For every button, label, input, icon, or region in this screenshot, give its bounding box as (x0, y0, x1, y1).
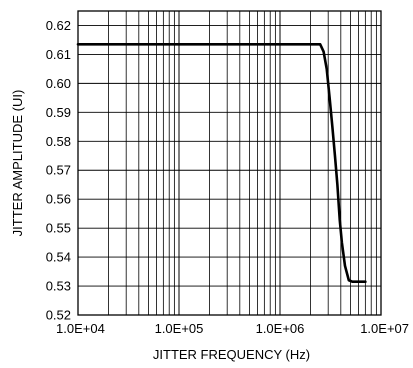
y-tick-label: 0.56 (46, 192, 71, 207)
y-tick-labels: 0.52 0.53 0.54 0.55 0.56 0.57 0.58 0.59 0.60 0.61… (46, 18, 71, 323)
series-line (76, 42, 367, 284)
y-tick-label: 0.52 (46, 308, 71, 323)
y-tick-label: 0.59 (46, 105, 71, 120)
y-tick-label: 0.57 (46, 163, 71, 178)
y-tick-label: 0.58 (46, 134, 71, 149)
y-tick-label: 0.62 (46, 18, 71, 33)
x-axis-title: JITTER FREQUENCY (Hz) (153, 347, 310, 362)
series-group (76, 42, 367, 284)
x-tick-label: 1.0E+05 (155, 321, 204, 336)
x-tick-label: 1.0E+06 (256, 321, 305, 336)
y-axis-title: JITTER AMPLITUDE (UI) (10, 90, 25, 237)
x-tick-label: 1.0E+07 (360, 321, 409, 336)
plot-frame (77, 10, 382, 316)
y-tick-label: 0.53 (46, 279, 71, 294)
x-minor-gridlines (108, 11, 377, 315)
y-tick-label: 0.54 (46, 250, 71, 265)
y-tick-label: 0.55 (46, 221, 71, 236)
x-tick-label: 1.0E+04 (56, 321, 105, 336)
y-tick-label: 0.60 (46, 76, 71, 91)
x-tick-labels: 1.0E+04 1.0E+05 1.0E+06 1.0E+07 (56, 321, 409, 336)
y-tick-label: 0.61 (46, 47, 71, 62)
